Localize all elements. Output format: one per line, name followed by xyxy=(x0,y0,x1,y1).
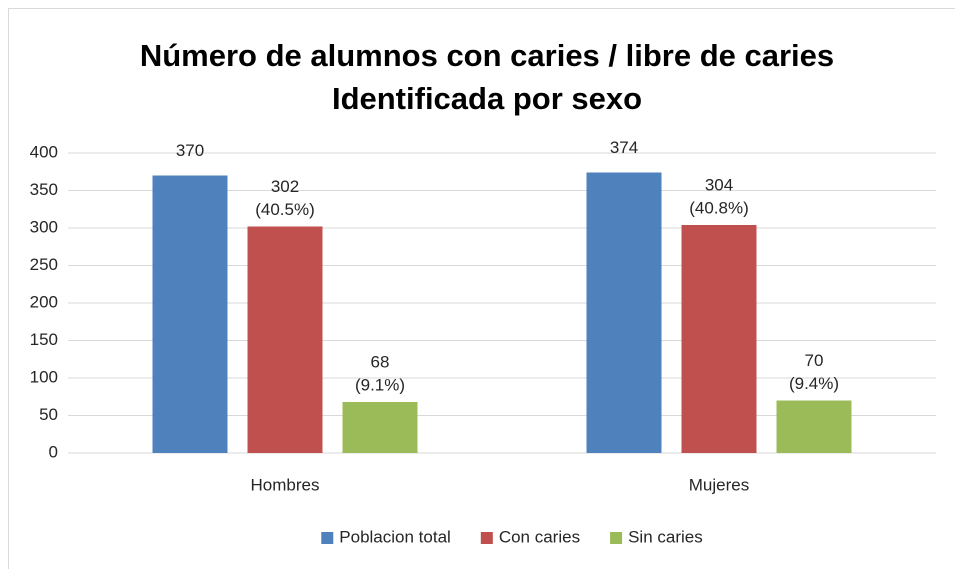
legend-label: Con caries xyxy=(499,527,580,546)
bar xyxy=(586,172,662,453)
y-tick-label: 50 xyxy=(39,405,58,424)
bar xyxy=(776,400,852,453)
data-label: 302 xyxy=(271,177,299,196)
y-tick-label: 350 xyxy=(30,180,58,199)
x-tick-label: Hombres xyxy=(251,475,320,494)
data-label: 304 xyxy=(705,175,733,194)
y-tick-label: 250 xyxy=(30,255,58,274)
data-label: (9.1%) xyxy=(355,375,405,394)
x-tick-label: Mujeres xyxy=(689,475,749,494)
chart-border xyxy=(8,8,955,569)
legend-label: Sin caries xyxy=(628,527,703,546)
chart-title: Identificada por sexo xyxy=(332,81,642,116)
chart-title: Número de alumnos con caries / libre de … xyxy=(140,38,834,73)
legend-swatch xyxy=(321,532,334,544)
legend-swatch xyxy=(610,532,623,544)
y-tick-label: 100 xyxy=(30,367,58,386)
bar xyxy=(247,226,323,453)
data-label: 70 xyxy=(805,351,824,370)
data-label: (40.5%) xyxy=(255,200,315,219)
bar xyxy=(342,402,418,453)
data-label: (40.8%) xyxy=(689,198,749,217)
bar xyxy=(681,225,757,453)
y-tick-label: 150 xyxy=(30,330,58,349)
data-label: 374 xyxy=(610,138,638,157)
bar xyxy=(152,175,228,453)
data-label: 370 xyxy=(176,141,204,160)
data-label: 68 xyxy=(371,352,390,371)
data-label: (9.4%) xyxy=(789,374,839,393)
y-tick-label: 200 xyxy=(30,292,58,311)
legend-label: Poblacion total xyxy=(339,527,451,546)
y-tick-label: 0 xyxy=(49,442,58,461)
y-tick-label: 400 xyxy=(30,142,58,161)
y-tick-label: 300 xyxy=(30,217,58,236)
legend-swatch xyxy=(480,532,493,544)
